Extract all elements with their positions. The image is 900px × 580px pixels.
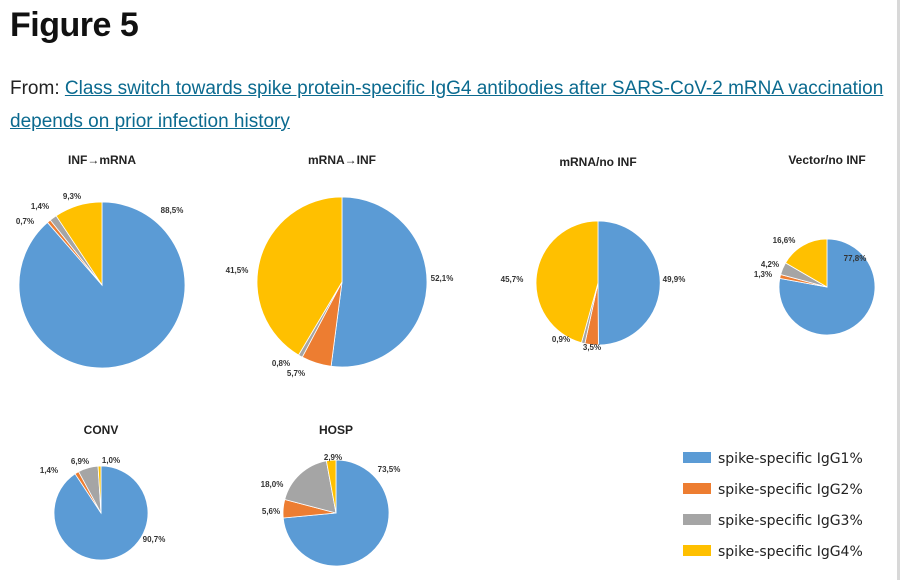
pie-slice-igg1 bbox=[330, 196, 428, 368]
pie-slice-igg4 bbox=[325, 459, 337, 514]
pie-title: mRNA→INF bbox=[308, 153, 376, 167]
pie-data-label: 3,5% bbox=[583, 343, 601, 352]
pie-data-label: 6,9% bbox=[71, 457, 89, 466]
pie-title: Vector/no INF bbox=[788, 153, 865, 167]
pie-slice-igg3 bbox=[284, 460, 337, 514]
pie-chart-3: mRNA/no INF 49,9% 3,5% 0,9% 45,7% bbox=[501, 155, 686, 352]
pie-data-label: 2,9% bbox=[324, 453, 342, 462]
pie-data-label: 1,3% bbox=[754, 270, 772, 279]
pie-slice-igg4 bbox=[535, 220, 599, 344]
pie-chart-5: CONV 90,7% 1,4% 6,9% 1,0% bbox=[40, 423, 166, 561]
legend-label: spike-specific IgG1% bbox=[718, 451, 863, 467]
pie-data-label: 90,7% bbox=[143, 535, 166, 544]
pie-data-label: 49,9% bbox=[663, 275, 686, 284]
pie-chart-4: Vector/no INF 77,8% 1,3%4,2% 16,6% bbox=[754, 153, 876, 336]
pie-data-label: 1,0% bbox=[102, 456, 120, 465]
pie-title: mRNA/no INF bbox=[559, 155, 636, 169]
pie-data-label: 18,0% bbox=[261, 480, 284, 489]
source-line: From: Class switch towards spike protein… bbox=[10, 72, 895, 138]
legend-swatch-igg4 bbox=[683, 545, 711, 556]
pie-chart-1: INF→mRNA 88,5% 0,7% 1,4% 9,3% bbox=[16, 153, 186, 369]
pie-data-label: 45,7% bbox=[501, 275, 524, 284]
pie-slice-igg4 bbox=[256, 196, 343, 356]
pie-title: CONV bbox=[84, 423, 119, 437]
figure-title: Figure 5 bbox=[10, 6, 139, 44]
pie-data-label: 0,9% bbox=[552, 335, 570, 344]
pie-data-label: 16,6% bbox=[773, 236, 796, 245]
chart-legend: spike-specific IgG1% spike-specific IgG2%… bbox=[683, 451, 863, 560]
pie-slice-igg4 bbox=[55, 201, 103, 287]
legend-label: spike-specific IgG3% bbox=[718, 513, 863, 529]
pie-data-label: 88,5% bbox=[161, 206, 184, 215]
pie-data-label: 77,8% bbox=[844, 254, 867, 263]
pie-title: INF→mRNA bbox=[68, 153, 136, 167]
legend-swatch-igg3 bbox=[683, 514, 711, 525]
article-link[interactable]: Class switch towards spike protein-speci… bbox=[10, 78, 884, 132]
pie-data-label: 41,5% bbox=[226, 266, 249, 275]
pie-data-label: 5,6% bbox=[262, 507, 280, 516]
legend-label: spike-specific IgG4% bbox=[718, 544, 863, 560]
pie-data-label: 4,2% bbox=[761, 260, 779, 269]
pie-title: HOSP bbox=[319, 423, 353, 437]
legend-swatch-igg1 bbox=[683, 452, 711, 463]
pie-slice-igg4 bbox=[784, 238, 828, 288]
pie-slice-igg4 bbox=[97, 465, 102, 514]
scrollbar-edge bbox=[897, 0, 900, 580]
pie-data-label: 73,5% bbox=[378, 465, 401, 474]
pie-data-label: 9,3% bbox=[63, 192, 81, 201]
legend-swatch-igg2 bbox=[683, 483, 711, 494]
pie-data-label: 5,7% bbox=[287, 369, 305, 378]
pie-slice-igg1 bbox=[597, 220, 661, 346]
legend-label: spike-specific IgG2% bbox=[718, 482, 863, 498]
pie-data-label: 1,4% bbox=[40, 466, 58, 475]
pie-chart-2: mRNA→INF 52,1% 5,7%0,8% 41,5% bbox=[226, 153, 454, 378]
pie-chart-6: HOSP 73,5% 5,6% 18,0% 2,9% bbox=[261, 423, 401, 567]
pie-data-label: 0,8% bbox=[272, 359, 290, 368]
pie-data-label: 0,7% bbox=[16, 217, 34, 226]
pie-data-label: 52,1% bbox=[431, 274, 454, 283]
from-prefix: From: bbox=[10, 78, 65, 99]
pie-data-label: 1,4% bbox=[31, 202, 49, 211]
